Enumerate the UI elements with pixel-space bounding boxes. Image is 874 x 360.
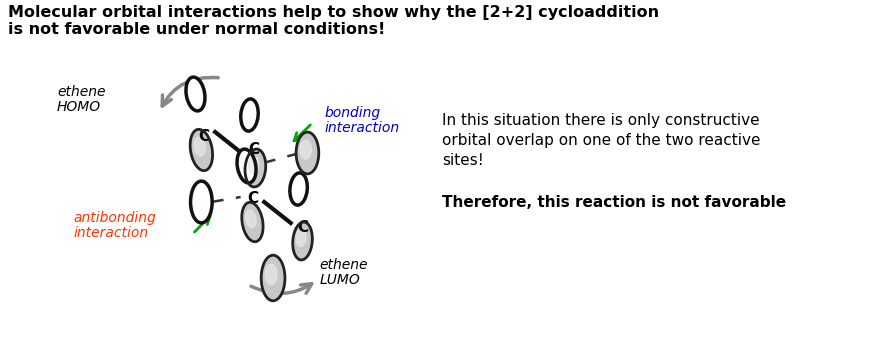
- Ellipse shape: [265, 264, 277, 285]
- Text: sites!: sites!: [442, 153, 483, 167]
- Ellipse shape: [191, 129, 212, 171]
- Text: antibonding: antibonding: [73, 211, 156, 225]
- Ellipse shape: [242, 202, 263, 242]
- Text: Molecular orbital interactions help to show why the [2+2] cycloaddition: Molecular orbital interactions help to s…: [8, 5, 659, 20]
- Ellipse shape: [191, 181, 212, 223]
- Text: interaction: interaction: [324, 121, 399, 135]
- Ellipse shape: [290, 173, 308, 205]
- Text: is not favorable under normal conditions!: is not favorable under normal conditions…: [8, 22, 385, 37]
- Text: In this situation there is only constructive: In this situation there is only construc…: [442, 112, 760, 127]
- Text: ethene: ethene: [57, 85, 106, 99]
- Ellipse shape: [296, 132, 319, 174]
- Text: C: C: [297, 220, 309, 234]
- Ellipse shape: [237, 149, 256, 183]
- Text: HOMO: HOMO: [57, 100, 101, 114]
- Ellipse shape: [248, 157, 259, 174]
- Ellipse shape: [240, 99, 258, 131]
- Text: Therefore, this reaction is not favorable: Therefore, this reaction is not favorabl…: [442, 194, 786, 210]
- Ellipse shape: [194, 138, 205, 156]
- Text: C: C: [198, 129, 209, 144]
- Text: LUMO: LUMO: [319, 273, 360, 287]
- Ellipse shape: [300, 140, 311, 159]
- Text: bonding: bonding: [324, 106, 380, 120]
- Ellipse shape: [245, 149, 266, 187]
- Text: C: C: [246, 190, 258, 206]
- Ellipse shape: [186, 77, 205, 111]
- Ellipse shape: [293, 222, 312, 260]
- Ellipse shape: [296, 229, 306, 247]
- Text: C: C: [248, 141, 259, 157]
- Text: orbital overlap on one of the two reactive: orbital overlap on one of the two reacti…: [442, 132, 760, 148]
- Text: ethene: ethene: [319, 258, 368, 272]
- Ellipse shape: [246, 210, 256, 228]
- Text: interaction: interaction: [73, 226, 149, 240]
- Ellipse shape: [261, 255, 285, 301]
